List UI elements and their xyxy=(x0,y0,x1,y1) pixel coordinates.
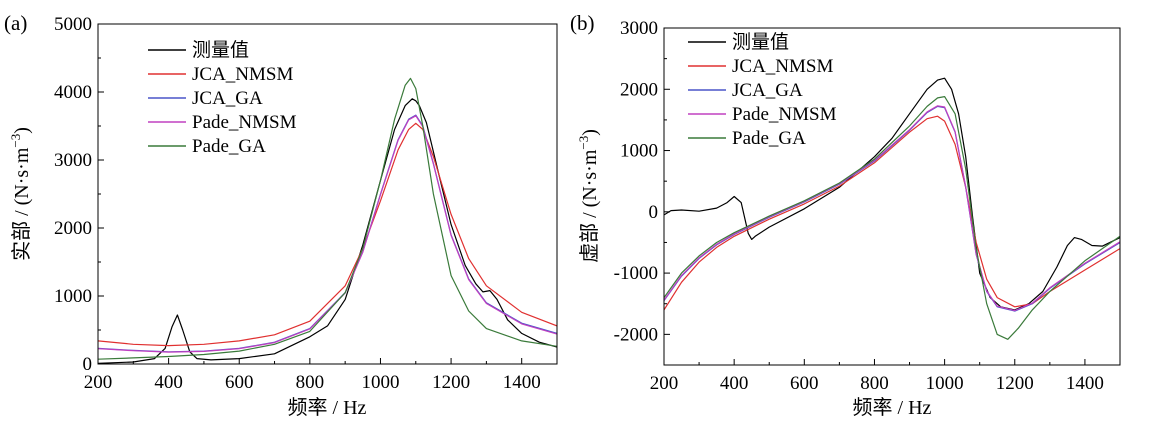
legend-label-3: Pade_NMSM xyxy=(192,112,297,133)
x-tick-label: 800 xyxy=(296,372,325,393)
panel-a-ylabel-sup: −3 xyxy=(8,134,23,148)
y-tick-label: 2000 xyxy=(54,218,92,239)
y-tick-label: 2000 xyxy=(620,79,658,100)
panel-a: (a) 200 400 600 800 1000 1200 1400 0 1000 2000 300… xyxy=(4,11,558,419)
panel-b-legend: 测量值 JCA_NMSM JCA_GA Pade_NMSM Pade_GA xyxy=(688,31,837,149)
y-tick-label: -2000 xyxy=(614,324,658,345)
y-tick-label: 4000 xyxy=(54,82,92,103)
panel-a-axes: 200 400 600 800 1000 1200 1400 0 1000 2000 3000 400… xyxy=(54,14,558,393)
panel-a-ylabel: 实部 / (N·s·m−3) xyxy=(8,127,33,261)
series-line-2 xyxy=(98,114,557,353)
panel-b-curves xyxy=(664,77,1120,340)
series-line-0 xyxy=(664,77,1120,311)
panel-b-xlabel: 频率 / Hz xyxy=(853,396,932,419)
panel-b-plot-frame xyxy=(663,27,1121,366)
panel-a-ylabel-tail: ) xyxy=(11,127,33,134)
legend-label-1: JCA_NMSM xyxy=(192,64,293,85)
x-tick-label: 200 xyxy=(84,372,113,393)
series-line-4 xyxy=(98,77,557,360)
panel-b-ylabel-tail: ) xyxy=(579,129,601,136)
panel-a-ylabel-main: 实部 / (N·s·m xyxy=(10,147,33,261)
x-tick-label: 400 xyxy=(720,373,749,394)
x-tick-label: 400 xyxy=(154,372,183,393)
x-tick-label: 1000 xyxy=(926,373,964,394)
legend-label-0: 测量值 xyxy=(192,39,249,61)
panel-b-ylabel: 虚部 / (N·s·m−3) xyxy=(576,129,601,263)
legend-label-2: JCA_GA xyxy=(732,80,803,101)
x-tick-label: 600 xyxy=(790,373,819,394)
panel-a-label: (a) xyxy=(4,11,27,35)
panel-b-ylabel-main: 虚部 / (N·s·m xyxy=(578,149,601,263)
x-tick-label: 1400 xyxy=(1066,373,1104,394)
x-tick-label: 1000 xyxy=(361,372,399,393)
panel-b-ylabel-sup: −3 xyxy=(576,136,591,150)
legend-label-4: Pade_GA xyxy=(732,128,806,149)
x-tick-label: 600 xyxy=(225,372,254,393)
panel-b-axes: 200 400 600 800 1000 1200 1400 -2000 -1000 0 1000 2… xyxy=(614,18,1121,394)
y-tick-label: 1000 xyxy=(54,286,92,307)
panel-a-plot-frame xyxy=(97,23,558,365)
x-tick-label: 1200 xyxy=(996,373,1034,394)
legend-label-1: JCA_NMSM xyxy=(732,56,833,77)
x-tick-label: 1400 xyxy=(503,372,541,393)
panel-b-label: (b) xyxy=(570,11,595,35)
series-line-0 xyxy=(98,98,557,364)
series-line-1 xyxy=(664,115,1120,311)
y-tick-label: 3000 xyxy=(54,150,92,171)
y-tick-label: 1000 xyxy=(620,141,658,162)
series-line-1 xyxy=(98,122,557,347)
x-tick-label: 1200 xyxy=(432,372,470,393)
panel-b: (b) 200 400 600 800 1000 1200 1400 -2000 -1000 0 1… xyxy=(570,11,1121,419)
y-tick-label: -1000 xyxy=(614,263,658,284)
panel-a-legend: 测量值 JCA_NMSM JCA_GA Pade_NMSM Pade_GA xyxy=(148,39,297,157)
y-tick-label: 3000 xyxy=(620,18,658,39)
panel-a-curves xyxy=(98,77,557,364)
series-line-3 xyxy=(664,105,1120,312)
panel-a-xlabel: 频率 / Hz xyxy=(288,396,367,419)
x-tick-label: 200 xyxy=(650,373,679,394)
legend-label-0: 测量值 xyxy=(732,31,789,53)
x-tick-label: 800 xyxy=(860,373,889,394)
y-tick-label: 0 xyxy=(649,202,659,223)
legend-label-4: Pade_GA xyxy=(192,136,266,157)
series-line-3 xyxy=(98,115,557,353)
legend-label-3: Pade_NMSM xyxy=(732,104,837,125)
y-tick-label: 5000 xyxy=(54,14,92,35)
series-line-4 xyxy=(664,95,1120,340)
y-tick-label: 0 xyxy=(83,354,93,375)
legend-label-2: JCA_GA xyxy=(192,88,263,109)
